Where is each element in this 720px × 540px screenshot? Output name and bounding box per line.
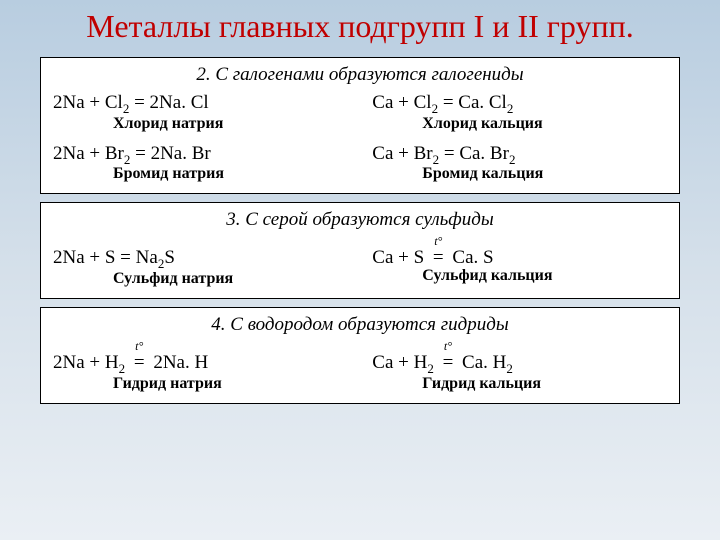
reaction-row: 2Na + Cl2 = 2Na. Cl Хлорид натрия Ca + C… bbox=[53, 92, 667, 133]
compound-name: Хлорид кальция bbox=[422, 115, 667, 133]
equation: 2Na + Br2 = 2Na. Br bbox=[53, 143, 348, 168]
reaction-row: 2Na + Br2 = 2Na. Br Бромид натрия Ca + B… bbox=[53, 143, 667, 184]
equation: 2Na + Cl2 = 2Na. Cl bbox=[53, 92, 348, 117]
equation: Ca + Br2 = Ca. Br2 bbox=[372, 143, 667, 168]
compound-name: Сульфид натрия bbox=[113, 270, 348, 288]
compound-name: Сульфид кальция bbox=[422, 267, 667, 285]
reaction-row: 2Na + H2 = 2Na. H Гидрид натрия Ca + H2 … bbox=[53, 342, 667, 393]
equation: 2Na + H2 = 2Na. H bbox=[53, 352, 348, 377]
section-halogens: 2. С галогенами образуются галогениды 2N… bbox=[40, 57, 680, 195]
equation: Ca + H2 = Ca. H2 bbox=[372, 352, 667, 377]
section-sulfides: 3. С серой образуются сульфиды 2Na + S =… bbox=[40, 202, 680, 299]
equation: Ca + S = Ca. S bbox=[372, 247, 667, 269]
compound-name: Бромид кальция bbox=[422, 165, 667, 183]
section-heading: 2. С галогенами образуются галогениды bbox=[53, 64, 667, 86]
compound-name: Хлорид натрия bbox=[113, 115, 348, 133]
equation: 2Na + S = Na2S bbox=[53, 247, 348, 272]
section-hydrides: 4. С водородом образуются гидриды 2Na + … bbox=[40, 307, 680, 404]
section-heading: 4. С водородом образуются гидриды bbox=[53, 314, 667, 336]
compound-name: Гидрид натрия bbox=[113, 375, 348, 393]
compound-name: Гидрид кальция bbox=[422, 375, 667, 393]
page-title: Металлы главных подгрупп I и II групп. bbox=[0, 0, 720, 49]
compound-name: Бромид натрия bbox=[113, 165, 348, 183]
equation: Ca + Cl2 = Ca. Cl2 bbox=[372, 92, 667, 117]
reaction-row: 2Na + S = Na2S Сульфид натрия Ca + S = C… bbox=[53, 237, 667, 288]
section-heading: 3. С серой образуются сульфиды bbox=[53, 209, 667, 231]
